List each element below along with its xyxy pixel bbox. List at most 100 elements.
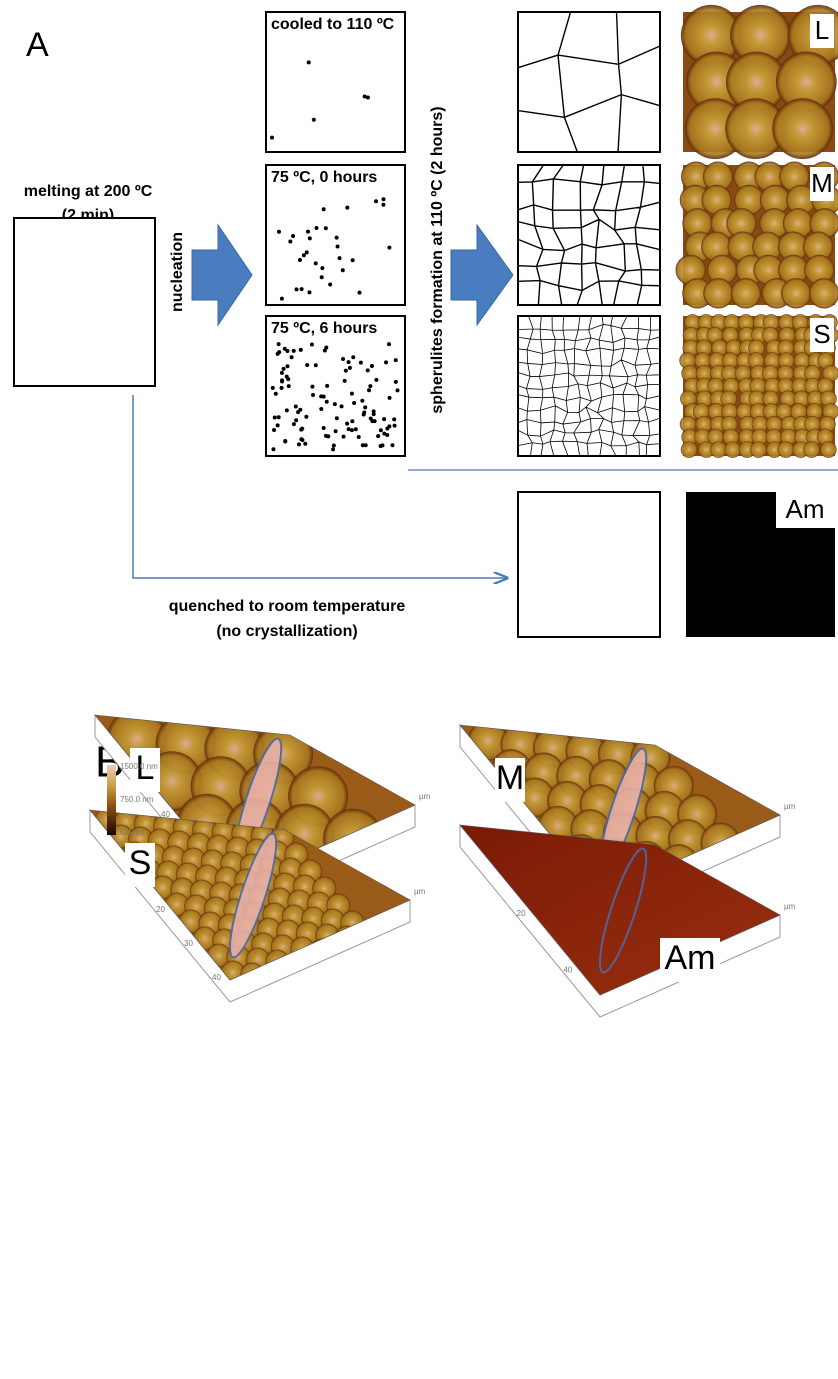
spherulite: [809, 208, 838, 239]
spherulite: [376, 976, 401, 980]
nucleus: [314, 226, 319, 231]
spherulite: [820, 441, 837, 458]
spherulite: [781, 278, 812, 309]
spherulite: [679, 415, 697, 433]
nucleus: [328, 282, 333, 287]
amorphous-box: [517, 491, 661, 638]
nucleus: [284, 408, 289, 413]
spherulite: [778, 314, 795, 331]
nucleus: [288, 239, 293, 244]
nucleus: [362, 410, 367, 415]
quench-arrow: [132, 395, 507, 578]
spherulite: [695, 364, 713, 382]
spherulite: [780, 415, 798, 433]
condition-label: 75 ºC, 6 hours: [271, 320, 377, 337]
nucleus: [347, 365, 352, 370]
spherulite: [808, 278, 838, 309]
spherulite: [681, 364, 698, 382]
nucleus: [374, 377, 379, 382]
nucleus: [385, 432, 390, 437]
label-bg: [810, 167, 834, 201]
nucleus: [372, 419, 377, 424]
nucleus: [271, 447, 276, 452]
nucleus: [345, 421, 350, 426]
spherulite: [695, 415, 713, 433]
spherulite: [730, 4, 791, 66]
spherulite: [820, 390, 837, 408]
spherulite: [733, 161, 764, 192]
morphology-label: S: [813, 319, 830, 349]
nucleus: [276, 415, 281, 420]
boundary-outline: [598, 847, 648, 974]
spherulite: [780, 428, 797, 446]
spherulite: [766, 441, 783, 458]
spherulite: [694, 352, 711, 369]
spherulite: [708, 352, 726, 369]
nucleus: [358, 360, 363, 365]
spherulite: [738, 377, 755, 395]
spherulite: [749, 377, 767, 395]
nucleus: [322, 348, 327, 353]
spherulite: [817, 352, 834, 369]
nucleus: [334, 416, 339, 421]
panel-b: B 20406080µmL102030µmM10203040µmS2040µmA…: [89, 713, 796, 1018]
spherulite: [710, 314, 728, 331]
spherulite: [817, 377, 834, 395]
spherulite: [819, 415, 836, 433]
colorbar-label: 0.0 nm: [120, 828, 145, 837]
melt-box: [13, 217, 156, 387]
spherulite: [726, 208, 757, 239]
nucleus: [340, 268, 345, 273]
panel-a: A melting at 200 ºC (2 min) nucleation s…: [13, 4, 838, 640]
spherulite: [806, 390, 824, 408]
cell-boundaries: [517, 315, 661, 457]
plot-label: L: [136, 749, 155, 787]
spherulite: [790, 403, 807, 420]
cell-boundaries: [517, 11, 661, 153]
quench-text: quenched to room temperature: [169, 598, 406, 615]
spherulite: [706, 254, 738, 286]
spherulite: [777, 231, 809, 262]
spherulite: [679, 184, 711, 216]
nucleus: [320, 266, 325, 271]
spherulite: [751, 428, 769, 446]
nucleus: [381, 202, 386, 207]
spherulite: [761, 326, 779, 344]
spherulite: [765, 415, 783, 433]
spherulite: [724, 441, 741, 458]
nucleus: [303, 441, 308, 446]
spherulite: [791, 377, 809, 395]
spherulite: [382, 961, 407, 980]
nucleus: [369, 363, 374, 368]
nucleus: [368, 384, 373, 389]
spherulite: [701, 184, 732, 216]
spherulite: [706, 326, 724, 344]
spherulite: [765, 428, 783, 446]
spherulite: [750, 364, 767, 382]
nucleus: [311, 392, 316, 397]
spherulite: [681, 428, 698, 446]
surface-bg: [460, 825, 780, 995]
nucleus: [319, 394, 324, 399]
nucleus: [297, 258, 302, 263]
spherulite: [802, 231, 834, 262]
spherulite: [779, 161, 810, 192]
spherulite: [721, 403, 738, 420]
spherulite: [362, 959, 387, 980]
nucleus: [346, 360, 351, 365]
spherulite: [695, 339, 713, 357]
spherulite: [710, 441, 727, 458]
nucleus: [356, 435, 361, 440]
nucleus: [390, 443, 395, 448]
arrow: [450, 223, 514, 327]
nucleus: [310, 384, 315, 389]
nucleus: [291, 348, 296, 353]
spherulite: [696, 390, 713, 408]
spherulite: [725, 98, 787, 160]
nucleus: [362, 94, 367, 99]
nucleus: [324, 399, 329, 404]
spherulite: [707, 428, 724, 446]
nucleus: [323, 226, 328, 231]
nucleus: [270, 135, 275, 140]
spherulite: [738, 326, 755, 344]
